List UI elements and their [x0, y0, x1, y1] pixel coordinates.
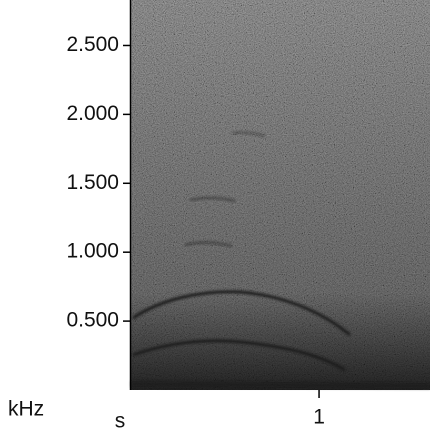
- y-tick-label: 2.000: [66, 102, 119, 125]
- spectrogram-shade: [131, 0, 430, 390]
- harmonic: [189, 196, 236, 202]
- harmonic: [231, 131, 266, 137]
- harmonic: [132, 290, 351, 337]
- x-axis-label: s: [115, 410, 126, 433]
- spectrogram-image: [130, 0, 430, 390]
- harmonics: [130, 131, 430, 389]
- harmonic: [184, 241, 233, 247]
- x-tick-label: 1: [313, 406, 325, 429]
- y-axis-label: kHz: [8, 398, 44, 421]
- y-tick-label: 2.500: [66, 33, 119, 56]
- y-tick-label: 1.500: [66, 171, 119, 194]
- harmonic: [132, 339, 346, 372]
- y-tick-label: 1.000: [66, 240, 119, 263]
- low-band: [130, 381, 430, 389]
- y-tick-label: 0.500: [66, 309, 119, 332]
